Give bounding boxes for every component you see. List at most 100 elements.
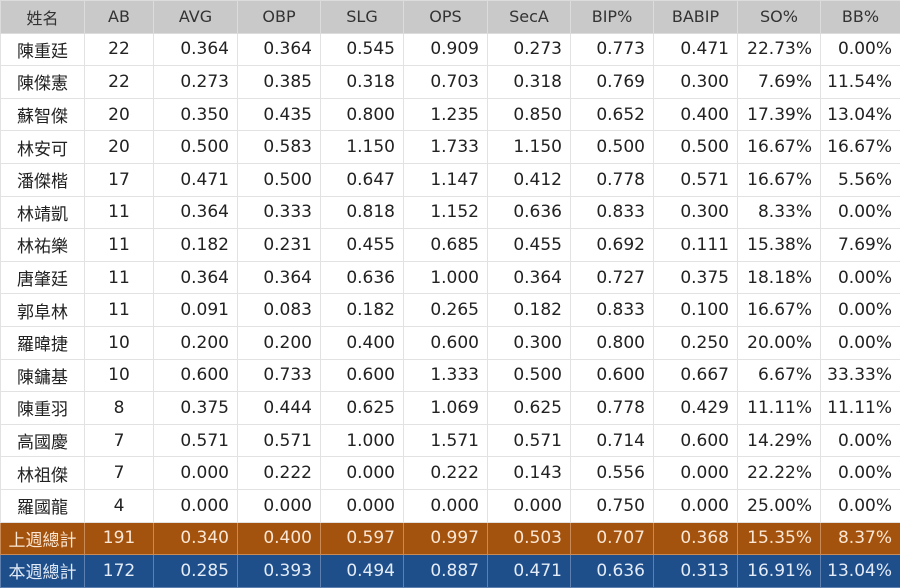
column-header[interactable]: OBP [238, 1, 321, 34]
stat-cell: 0.455 [321, 229, 404, 262]
stat-cell: 191 [85, 522, 154, 555]
stat-cell: 7 [85, 457, 154, 490]
column-header[interactable]: AB [85, 1, 154, 34]
stat-cell: 0.083 [238, 294, 321, 327]
column-header[interactable]: 姓名 [1, 1, 85, 34]
column-header[interactable]: BABIP [654, 1, 738, 34]
stat-cell: 0.000 [154, 457, 238, 490]
column-header[interactable]: AVG [154, 1, 238, 34]
stat-cell: 0.222 [404, 457, 488, 490]
stat-cell: 0.375 [654, 261, 738, 294]
column-header[interactable]: SLG [321, 1, 404, 34]
stat-cell: 0.471 [154, 163, 238, 196]
stat-cell: 0.364 [154, 196, 238, 229]
player-name-cell: 林祖傑 [1, 457, 85, 490]
stat-cell: 6.67% [738, 359, 821, 392]
stat-cell: 0.583 [238, 131, 321, 164]
stat-cell: 0.364 [488, 261, 571, 294]
stat-cell: 0.571 [654, 163, 738, 196]
stat-cell: 0.00% [821, 457, 900, 490]
stat-cell: 0.707 [571, 522, 654, 555]
stat-cell: 11.11% [738, 392, 821, 425]
stat-cell: 0.571 [154, 424, 238, 457]
stat-cell: 0.318 [488, 66, 571, 99]
player-name-cell: 陳重羽 [1, 392, 85, 425]
column-header[interactable]: BB% [821, 1, 900, 34]
stat-cell: 0.625 [321, 392, 404, 425]
column-header[interactable]: OPS [404, 1, 488, 34]
stat-cell: 0.667 [654, 359, 738, 392]
stat-cell: 0.800 [571, 326, 654, 359]
stat-cell: 0.435 [238, 98, 321, 131]
stat-cell: 0.400 [238, 522, 321, 555]
stat-cell: 0.375 [154, 392, 238, 425]
stat-cell: 0.00% [821, 489, 900, 522]
stat-cell: 0.636 [321, 261, 404, 294]
stat-cell: 0.571 [488, 424, 571, 457]
stat-cell: 0.444 [238, 392, 321, 425]
stat-cell: 0.471 [654, 33, 738, 66]
stat-cell: 0.364 [154, 33, 238, 66]
stat-cell: 11.54% [821, 66, 900, 99]
player-name-cell: 陳重廷 [1, 33, 85, 66]
player-name-cell: 林祐樂 [1, 229, 85, 262]
stat-cell: 0.429 [654, 392, 738, 425]
stat-cell: 0.818 [321, 196, 404, 229]
player-name-cell: 唐肇廷 [1, 261, 85, 294]
stat-cell: 0.182 [321, 294, 404, 327]
stat-cell: 0.494 [321, 555, 404, 588]
stat-cell: 16.67% [821, 131, 900, 164]
stat-cell: 1.733 [404, 131, 488, 164]
stat-cell: 0.333 [238, 196, 321, 229]
stat-cell: 0.000 [321, 489, 404, 522]
stat-cell: 0.000 [654, 489, 738, 522]
stat-cell: 0.000 [488, 489, 571, 522]
stat-cell: 11 [85, 261, 154, 294]
stat-cell: 0.571 [238, 424, 321, 457]
stat-cell: 0.182 [154, 229, 238, 262]
stat-cell: 0.500 [654, 131, 738, 164]
stat-cell: 0.00% [821, 261, 900, 294]
stat-cell: 0.500 [238, 163, 321, 196]
stat-cell: 0.600 [404, 326, 488, 359]
stat-cell: 0.143 [488, 457, 571, 490]
stat-cell: 0.393 [238, 555, 321, 588]
column-header[interactable]: BIP% [571, 1, 654, 34]
stat-cell: 0.833 [571, 196, 654, 229]
stat-cell: 10 [85, 359, 154, 392]
stat-cell: 0.503 [488, 522, 571, 555]
column-header[interactable]: SO% [738, 1, 821, 34]
stat-cell: 11 [85, 229, 154, 262]
stat-cell: 0.364 [154, 261, 238, 294]
stat-cell: 0.750 [571, 489, 654, 522]
stat-cell: 22 [85, 66, 154, 99]
stat-cell: 22.22% [738, 457, 821, 490]
stat-cell: 0.182 [488, 294, 571, 327]
stat-cell: 0.200 [238, 326, 321, 359]
stat-cell: 0.636 [488, 196, 571, 229]
stat-cell: 0.273 [154, 66, 238, 99]
stat-cell: 33.33% [821, 359, 900, 392]
stat-cell: 0.545 [321, 33, 404, 66]
stat-cell: 0.00% [821, 196, 900, 229]
stat-cell: 0.625 [488, 392, 571, 425]
stat-cell: 0.600 [321, 359, 404, 392]
stat-cell: 0.556 [571, 457, 654, 490]
stat-cell: 0.000 [321, 457, 404, 490]
stat-cell: 0.300 [488, 326, 571, 359]
stat-cell: 16.91% [738, 555, 821, 588]
stat-cell: 1.147 [404, 163, 488, 196]
stat-cell: 0.652 [571, 98, 654, 131]
column-header[interactable]: SecA [488, 1, 571, 34]
stat-cell: 0.000 [654, 457, 738, 490]
stat-cell: 0.00% [821, 424, 900, 457]
stat-cell: 15.38% [738, 229, 821, 262]
stat-cell: 11 [85, 196, 154, 229]
player-name-cell: 本週總計 [1, 555, 85, 588]
